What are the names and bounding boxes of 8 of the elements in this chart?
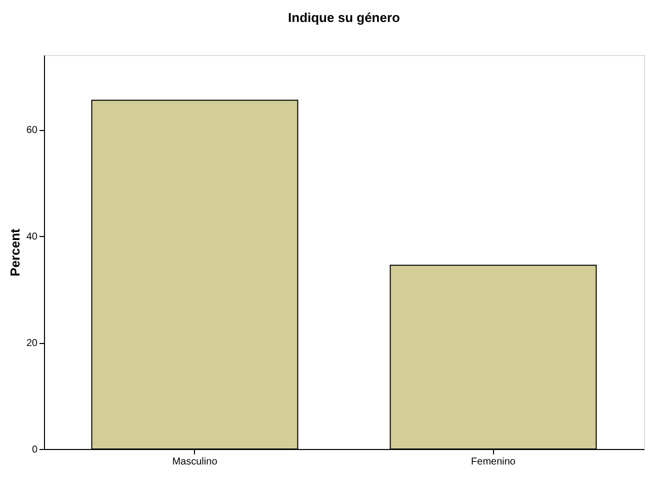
y-tick-label: 0 [32, 444, 38, 456]
y-tick-label: 20 [26, 338, 38, 350]
x-tick-label: Masculino [172, 456, 218, 468]
y-tick-label: 60 [26, 125, 38, 136]
x-tick-label: Femenino [471, 456, 516, 468]
y-tick-label: 40 [26, 232, 38, 243]
y-axis-title: Percent [7, 228, 22, 276]
chart-title: Indique su género [288, 10, 400, 25]
